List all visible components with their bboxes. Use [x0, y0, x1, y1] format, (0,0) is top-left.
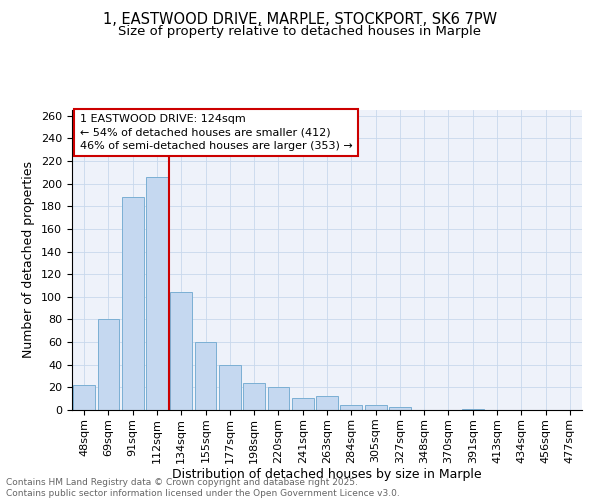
- Bar: [122, 197, 143, 410]
- Bar: [219, 364, 241, 410]
- Bar: [292, 398, 314, 410]
- Bar: [97, 320, 119, 410]
- Bar: [462, 409, 484, 410]
- Bar: [146, 177, 168, 410]
- Bar: [316, 396, 338, 410]
- Bar: [340, 406, 362, 410]
- Text: 1 EASTWOOD DRIVE: 124sqm
← 54% of detached houses are smaller (412)
46% of semi-: 1 EASTWOOD DRIVE: 124sqm ← 54% of detach…: [80, 114, 352, 151]
- Bar: [170, 292, 192, 410]
- Bar: [389, 406, 411, 410]
- X-axis label: Distribution of detached houses by size in Marple: Distribution of detached houses by size …: [172, 468, 482, 481]
- Text: Size of property relative to detached houses in Marple: Size of property relative to detached ho…: [119, 25, 482, 38]
- Text: 1, EASTWOOD DRIVE, MARPLE, STOCKPORT, SK6 7PW: 1, EASTWOOD DRIVE, MARPLE, STOCKPORT, SK…: [103, 12, 497, 28]
- Bar: [194, 342, 217, 410]
- Bar: [73, 385, 95, 410]
- Bar: [365, 406, 386, 410]
- Bar: [268, 388, 289, 410]
- Bar: [243, 383, 265, 410]
- Y-axis label: Number of detached properties: Number of detached properties: [22, 162, 35, 358]
- Text: Contains HM Land Registry data © Crown copyright and database right 2025.
Contai: Contains HM Land Registry data © Crown c…: [6, 478, 400, 498]
